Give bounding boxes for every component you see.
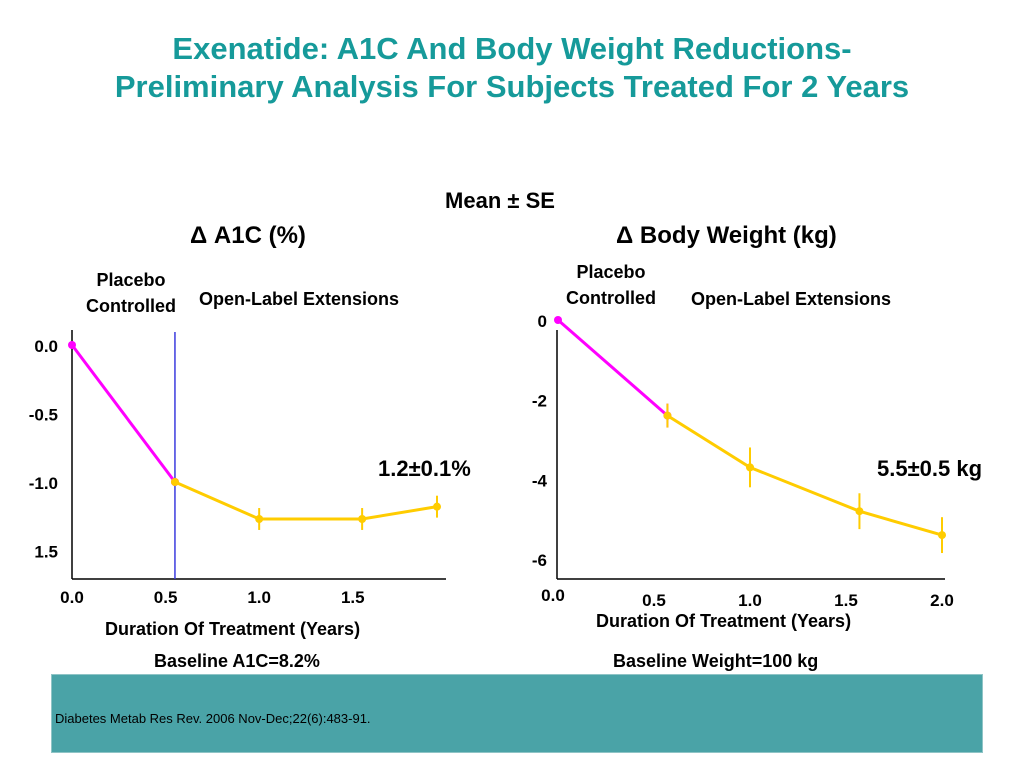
weight-y-tick-label: -4 bbox=[532, 471, 548, 490]
a1c-x-tick-label: 0.5 bbox=[154, 588, 178, 607]
a1c-extension-point bbox=[358, 514, 367, 523]
weight-x-tick-label: 0.0 bbox=[541, 586, 565, 605]
a1c-extension-point bbox=[255, 514, 264, 523]
a1c-extension-point bbox=[433, 502, 441, 511]
title-line-2: Preliminary Analysis For Subjects Treate… bbox=[114, 69, 910, 104]
weight-extension-label: Open-Label Extensions bbox=[691, 289, 892, 309]
weight-y-tick-label: -2 bbox=[532, 392, 547, 411]
weight-placebo-label: Placebo Controlled bbox=[566, 262, 656, 308]
a1c-x-tick-label: 0.0 bbox=[60, 588, 84, 607]
a1c-placebo-line bbox=[70, 344, 177, 483]
weight-placebo-line bbox=[557, 318, 669, 417]
a1c-baseline-label: Baseline A1C=8.2% bbox=[154, 651, 320, 671]
stat-subtitle: Mean ± SE bbox=[445, 188, 555, 213]
weight-extension-point bbox=[746, 463, 754, 472]
a1c-extension-line bbox=[174, 480, 438, 521]
citation-footer: Diabetes Metab Res Rev. 2006 Nov-Dec;22(… bbox=[51, 674, 983, 753]
weight-x-tick-label: 1.0 bbox=[738, 591, 762, 610]
citation-text: Diabetes Metab Res Rev. 2006 Nov-Dec;22(… bbox=[55, 711, 371, 726]
weight-x-tick-label: 0.5 bbox=[642, 591, 666, 610]
weight-extension-line bbox=[666, 414, 943, 537]
a1c-y-tick-label: -0.5 bbox=[29, 406, 58, 425]
weight-x-tick-label: 2.0 bbox=[930, 591, 954, 610]
title-line-1: Exenatide: A1C And Body Weight Reduction… bbox=[172, 31, 852, 66]
a1c-y-tick-label: 1.5 bbox=[34, 543, 58, 562]
a1c-placebo-point bbox=[68, 341, 76, 349]
a1c-y-tick-label: -1.0 bbox=[29, 474, 58, 493]
weight-chart-title: Δ Body Weight (kg) bbox=[616, 222, 837, 249]
a1c-y-tick-label: 0.0 bbox=[34, 337, 58, 356]
weight-y-tick-label: -6 bbox=[532, 551, 547, 570]
weight-y-tick-label: 0 bbox=[538, 312, 547, 331]
weight-extension-point bbox=[855, 507, 864, 516]
a1c-extension-label: Open-Label Extensions bbox=[199, 289, 400, 309]
weight-annotation: 5.5±0.5 kg bbox=[877, 456, 983, 481]
a1c-extension-point bbox=[170, 478, 179, 486]
a1c-x-tick-label: 1.5 bbox=[341, 588, 365, 607]
slide-title: Exenatide: A1C And Body Weight Reduction… bbox=[0, 30, 1024, 106]
weight-extension-point bbox=[663, 411, 672, 420]
a1c-annotation: 1.2±0.1% bbox=[378, 456, 471, 481]
weight-baseline-label: Baseline Weight=100 kg bbox=[613, 651, 819, 671]
weight-x-tick-label: 1.5 bbox=[834, 591, 858, 610]
weight-xaxis-label: Duration Of Treatment (Years) bbox=[596, 611, 852, 631]
a1c-placebo-label: Placebo Controlled bbox=[86, 270, 176, 316]
weight-extension-point bbox=[938, 531, 946, 540]
a1c-x-tick-label: 1.0 bbox=[247, 588, 271, 607]
a1c-chart-title: Δ A1C (%) bbox=[190, 222, 306, 249]
weight-placebo-point bbox=[554, 316, 562, 324]
a1c-xaxis-label: Duration Of Treatment (Years) bbox=[105, 619, 361, 639]
